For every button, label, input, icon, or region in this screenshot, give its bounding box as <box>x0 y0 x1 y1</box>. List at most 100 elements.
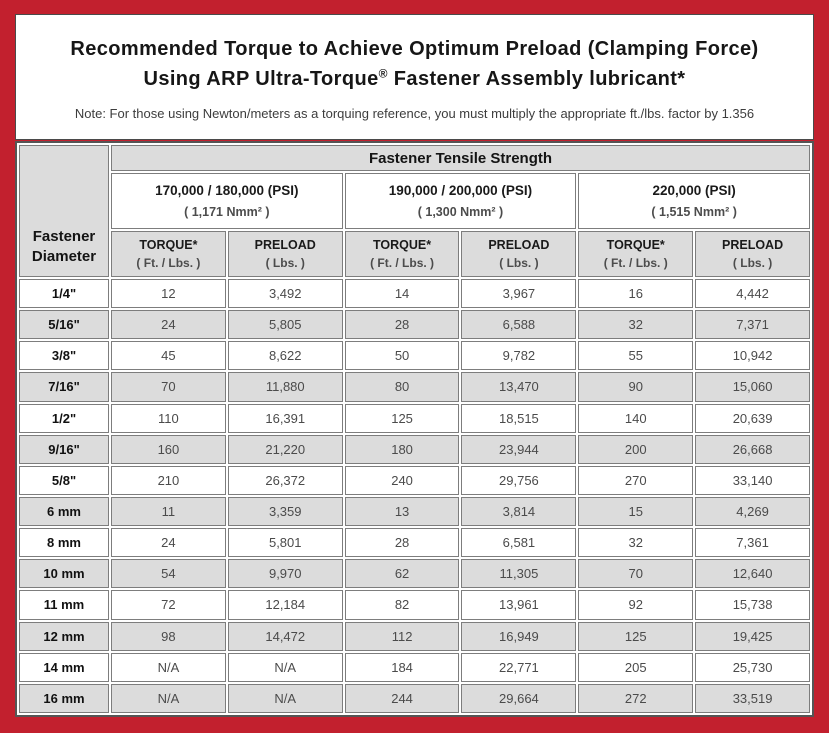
nmm-rating: ( 1,171 Nmm² ) <box>184 205 270 219</box>
table-row: 11 mm 72 12,184 82 13,961 92 15,738 <box>19 590 810 620</box>
torque-table-body: 1/4" 12 3,492 14 3,967 16 4,442 5/16" 24 5,805 28 6… <box>19 279 810 713</box>
diameter-cell: 16 mm <box>19 683 109 713</box>
table-row: 1/2" 110 16,391 125 18,515 140 20,639 <box>19 403 810 433</box>
preload-value-cell: 4,269 <box>695 496 810 527</box>
diameter-cell: 9/16" <box>19 434 109 464</box>
preload-value-cell: 25,730 <box>695 652 810 682</box>
title-box: Recommended Torque to Achieve Optimum Pr… <box>15 14 814 140</box>
table-row: 10 mm 54 9,970 62 11,305 70 12,640 <box>19 559 810 589</box>
table-row: 5/8" 210 26,372 240 29,756 270 33,140 <box>19 465 810 495</box>
torque-value-cell: 72 <box>111 590 226 620</box>
torque-value-cell: 92 <box>578 590 694 620</box>
torque-value-cell: 205 <box>578 652 694 682</box>
preload-value-cell: 11,880 <box>227 372 343 402</box>
preload-value-cell: 13,961 <box>461 590 577 620</box>
newton-meters-note: Note: For those using Newton/meters as a… <box>74 105 755 121</box>
preload-value-cell: 13,470 <box>461 372 577 402</box>
diameter-cell: 3/8" <box>19 341 109 371</box>
preload-column-header: PRELOAD ( Lbs. ) <box>227 231 343 277</box>
preload-value-cell: 22,771 <box>461 652 577 682</box>
table-row: 5/16" 24 5,805 28 6,588 32 7,371 <box>19 310 810 340</box>
preload-value-cell: 33,140 <box>695 465 810 495</box>
preload-value-cell: 23,944 <box>461 434 577 464</box>
psi-rating: 190,000 / 200,000 (PSI) <box>388 183 533 198</box>
psi-group-header-2: 190,000 / 200,000 (PSI) ( 1,300 Nmm² ) <box>344 173 577 229</box>
torque-value-cell: 270 <box>578 465 694 495</box>
psi-rating: 220,000 (PSI) <box>652 183 736 198</box>
diameter-cell: 1/4" <box>19 279 109 309</box>
torque-value-cell: 13 <box>344 496 460 527</box>
torque-value-cell: 210 <box>111 465 226 495</box>
preload-value-cell: 3,492 <box>227 279 343 309</box>
torque-value-cell: 125 <box>578 621 694 651</box>
torque-value-cell: 28 <box>344 310 460 340</box>
table-row: 12 mm 98 14,472 112 16,949 125 19,425 <box>19 621 810 651</box>
preload-value-cell: 4,442 <box>695 279 810 309</box>
torque-value-cell: 180 <box>344 434 460 464</box>
preload-value-cell: 8,622 <box>227 341 343 371</box>
preload-value-cell: 26,668 <box>695 434 810 464</box>
torque-value-cell: 32 <box>578 310 694 340</box>
table-row: 1/4" 12 3,492 14 3,967 16 4,442 <box>19 279 810 309</box>
torque-value-cell: 62 <box>344 559 460 589</box>
diameter-cell: 5/16" <box>19 310 109 340</box>
torque-value-cell: N/A <box>111 652 226 682</box>
torque-column-header: TORQUE* ( Ft. / Lbs. ) <box>578 231 694 277</box>
preload-value-cell: 10,942 <box>695 341 810 371</box>
torque-value-cell: 55 <box>578 341 694 371</box>
preload-value-cell: 7,371 <box>695 310 810 340</box>
psi-group-header-3: 220,000 (PSI) ( 1,515 Nmm² ) <box>578 173 810 229</box>
torque-value-cell: 98 <box>111 621 226 651</box>
preload-value-cell: 15,738 <box>695 590 810 620</box>
torque-value-cell: 70 <box>578 559 694 589</box>
torque-value-cell: 28 <box>344 528 460 558</box>
preload-value-cell: 12,184 <box>227 590 343 620</box>
diameter-cell: 11 mm <box>19 590 109 620</box>
table-row: 16 mm N/A N/A 244 29,664 272 33,519 <box>19 683 810 713</box>
torque-value-cell: 200 <box>578 434 694 464</box>
torque-value-cell: 45 <box>111 341 226 371</box>
diameter-cell: 6 mm <box>19 496 109 527</box>
torque-value-cell: 16 <box>578 279 694 309</box>
preload-value-cell: 15,060 <box>695 372 810 402</box>
preload-value-cell: 5,801 <box>227 528 343 558</box>
torque-value-cell: 112 <box>344 621 460 651</box>
preload-value-cell: 3,967 <box>461 279 577 309</box>
torque-value-cell: 50 <box>344 341 460 371</box>
torque-value-cell: 184 <box>344 652 460 682</box>
torque-value-cell: 14 <box>344 279 460 309</box>
preload-value-cell: 16,949 <box>461 621 577 651</box>
preload-value-cell: 29,664 <box>461 683 577 713</box>
torque-value-cell: N/A <box>111 683 226 713</box>
nmm-rating: ( 1,300 Nmm² ) <box>417 205 504 219</box>
torque-value-cell: 32 <box>578 528 694 558</box>
preload-value-cell: 11,305 <box>461 559 577 589</box>
diameter-cell: 8 mm <box>19 528 109 558</box>
preload-value-cell: 9,782 <box>461 341 577 371</box>
torque-value-cell: 24 <box>111 528 226 558</box>
table-row: 6 mm 11 3,359 13 3,814 15 4,269 <box>19 496 810 527</box>
torque-value-cell: 140 <box>578 403 694 433</box>
torque-value-cell: 11 <box>111 496 226 527</box>
torque-value-cell: 110 <box>111 403 226 433</box>
preload-value-cell: N/A <box>227 652 343 682</box>
fastener-diameter-header: Fastener Diameter <box>19 145 109 277</box>
preload-column-header: PRELOAD ( Lbs. ) <box>695 231 810 277</box>
preload-value-cell: 5,805 <box>227 310 343 340</box>
diameter-cell: 10 mm <box>19 559 109 589</box>
preload-value-cell: 26,372 <box>227 465 343 495</box>
psi-group-header-1: 170,000 / 180,000 (PSI) ( 1,171 Nmm² ) <box>111 173 343 229</box>
torque-value-cell: 15 <box>578 496 694 527</box>
registered-trademark-symbol: ® <box>378 65 388 80</box>
torque-value-cell: 272 <box>578 683 694 713</box>
torque-value-cell: 90 <box>578 372 694 402</box>
torque-value-cell: 244 <box>344 683 460 713</box>
preload-value-cell: N/A <box>227 683 343 713</box>
title-line-2: Using ARP Ultra-Torque® Fastener Assembl… <box>143 65 686 90</box>
table-row: 14 mm N/A N/A 184 22,771 205 25,730 <box>19 652 810 682</box>
diameter-cell: 12 mm <box>19 621 109 651</box>
table-row: 7/16" 70 11,880 80 13,470 90 15,060 <box>19 372 810 402</box>
table-row: 9/16" 160 21,220 180 23,944 200 26,668 <box>19 434 810 464</box>
preload-value-cell: 7,361 <box>695 528 810 558</box>
